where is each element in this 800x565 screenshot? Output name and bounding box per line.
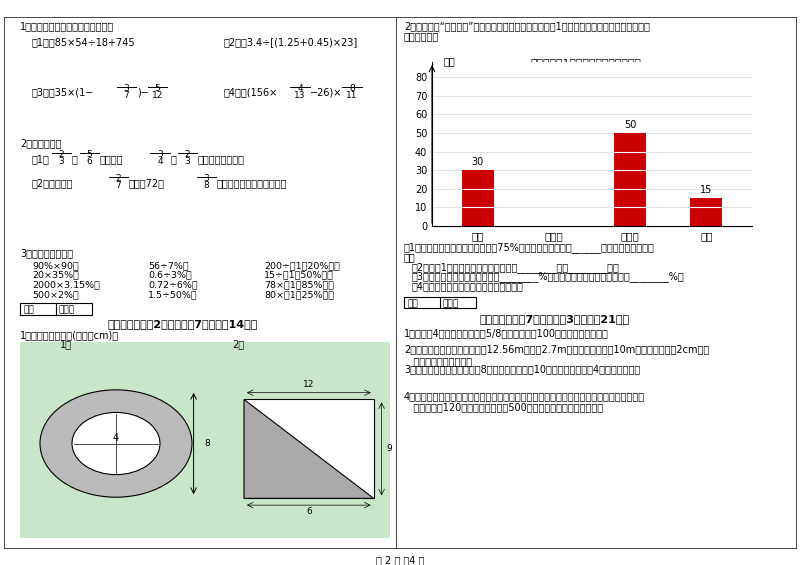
Text: 7: 7: [123, 91, 130, 100]
Text: 2．列式计算。: 2．列式计算。: [20, 138, 62, 149]
Text: 5: 5: [154, 84, 161, 93]
Text: 与: 与: [170, 154, 176, 164]
Text: 8: 8: [349, 84, 355, 93]
Text: 3．直接写出得数。: 3．直接写出得数。: [20, 249, 73, 259]
Text: 评卷人: 评卷人: [58, 305, 74, 314]
Circle shape: [40, 390, 192, 497]
Text: 7: 7: [115, 181, 122, 190]
Text: 数量: 数量: [443, 56, 455, 66]
Text: （3）闯红灯的行人数量是汽车的________%，闯红灯的汽车数量是电动车的________%。: （3）闯红灯的行人数量是汽车的________%，闯红灯的汽车数量是电动车的__…: [412, 271, 685, 282]
Text: 1．求阴影部分面积(单位：cm)。: 1．求阴影部分面积(单位：cm)。: [20, 330, 119, 340]
Text: 1．用递等式计算，能简算的简算。: 1．用递等式计算，能简算的简算。: [20, 21, 114, 32]
Text: 30: 30: [471, 157, 484, 167]
Text: 1.5÷50%＝: 1.5÷50%＝: [148, 290, 198, 299]
Text: 4: 4: [113, 433, 119, 443]
Text: 8: 8: [204, 439, 210, 448]
Text: 90%×90＝: 90%×90＝: [32, 261, 78, 270]
Text: 3: 3: [157, 150, 163, 159]
Text: （4）看了上面的统计图，你有什么想法？: （4）看了上面的统计图，你有什么想法？: [412, 281, 524, 291]
Text: )−: )−: [137, 88, 149, 98]
Text: （1）、85×54÷18+745: （1）、85×54÷18+745: [32, 37, 136, 47]
Text: 80×（1＋25%）＝: 80×（1＋25%）＝: [264, 290, 334, 299]
FancyBboxPatch shape: [20, 342, 390, 538]
Text: ，求这个数。（用方程解）: ，求这个数。（用方程解）: [217, 178, 287, 188]
Text: 2000×3.15%＝: 2000×3.15%＝: [32, 280, 100, 289]
Bar: [614, 133, 646, 226]
FancyBboxPatch shape: [20, 303, 92, 315]
Text: 3．一项工作任务，甲单独做8天完成，乙单独做10天完成，两人合作4天后还剩多少？: 3．一项工作任务，甲单独做8天完成，乙单独做10天完成，两人合作4天后还剩多少？: [404, 364, 640, 375]
Text: 15÷（1＋50%）＝: 15÷（1＋50%）＝: [264, 271, 334, 280]
Text: （2）在这1小时内，闯红灯的最多的是________，有________辆。: （2）在这1小时内，闯红灯的最多的是________，有________辆。: [412, 262, 620, 272]
Circle shape: [72, 412, 160, 475]
Text: 0.6÷3%＝: 0.6÷3%＝: [148, 271, 192, 280]
Text: 56÷7%＝: 56÷7%＝: [148, 261, 189, 270]
Text: 评卷人: 评卷人: [442, 299, 458, 308]
Text: 6: 6: [86, 157, 93, 166]
Text: 整。: 整。: [404, 252, 416, 262]
Text: 某十字路口1小时内闯红灯情况统计图: 某十字路口1小时内闯红灯情况统计图: [531, 58, 642, 68]
Text: 50: 50: [624, 120, 636, 130]
Text: 第 2 页 兲4 页: 第 2 页 兲4 页: [376, 555, 424, 565]
Text: 计图。如图：: 计图。如图：: [404, 31, 439, 41]
Text: 11: 11: [346, 91, 358, 100]
Text: 的和，商是多少？: 的和，商是多少？: [198, 154, 245, 164]
Text: 1．一堆沙4百吞，第一天运走5/8，第二天运走100吴，还剩下多少吱？: 1．一堆沙4百吞，第一天运走5/8，第二天运走100吴，还剩下多少吱？: [404, 328, 609, 338]
Text: 与: 与: [72, 154, 78, 164]
Text: 2: 2: [184, 150, 190, 159]
Text: 六、应用题（兲7小题，每题3分，共计21分）: 六、应用题（兲7小题，每题3分，共计21分）: [480, 314, 630, 324]
Text: 0.72÷6%＝: 0.72÷6%＝: [148, 280, 198, 289]
Polygon shape: [244, 399, 374, 498]
Text: 2．一个圆锥形沙堆底面周长是12.56m，高是2.7m，把这堆沙子铺在10m宽的公路上，铺2cm厚，
   能铺多少米长的公路？: 2．一个圆锥形沙堆底面周长是12.56m，高是2.7m，把这堆沙子铺在10m宽的…: [404, 345, 710, 366]
Text: 五、综合题（兲2小题，每题7分，共计14分）: 五、综合题（兲2小题，每题7分，共计14分）: [108, 319, 258, 329]
Text: 9: 9: [386, 445, 392, 453]
Text: 等于是72的: 等于是72的: [129, 178, 165, 188]
FancyBboxPatch shape: [244, 399, 374, 498]
Text: −26)×: −26)×: [310, 88, 342, 98]
Text: 20×35%＝: 20×35%＝: [32, 271, 79, 280]
Text: 2、: 2、: [232, 339, 244, 349]
Text: 得分: 得分: [24, 305, 34, 314]
Text: 2: 2: [58, 150, 65, 159]
Text: 2: 2: [115, 174, 122, 183]
Text: 3: 3: [58, 157, 65, 166]
Text: 4: 4: [157, 157, 163, 166]
Bar: [462, 170, 494, 226]
FancyBboxPatch shape: [404, 297, 476, 308]
Text: 得分: 得分: [408, 299, 418, 308]
Bar: [690, 198, 722, 226]
Text: 3: 3: [123, 84, 130, 93]
Text: （2）、3.4÷[(1.25+0.45)×23]: （2）、3.4÷[(1.25+0.45)×23]: [224, 37, 358, 47]
Text: 13: 13: [294, 91, 306, 100]
Text: 4: 4: [297, 84, 303, 93]
Text: 3: 3: [184, 157, 190, 166]
Text: （1）闯红灯的汽车数量是摩托车的75%，闯红灯的摩托车有______辆，将统计图补充完: （1）闯红灯的汽车数量是摩托车的75%，闯红灯的摩托车有______辆，将统计图…: [404, 242, 655, 253]
Text: 6: 6: [306, 507, 312, 516]
Text: 15: 15: [700, 185, 713, 195]
Text: 3: 3: [203, 174, 210, 183]
Text: 2．为了创建“文明城市”，交通部门在某个十字路口统计1个小时内闯红灯的情况，制成了统: 2．为了创建“文明城市”，交通部门在某个十字路口统计1个小时内闯红灯的情况，制成…: [404, 21, 650, 32]
Text: 8: 8: [203, 181, 210, 190]
Text: （1）: （1）: [32, 154, 50, 164]
Text: 1、: 1、: [60, 339, 72, 349]
Text: 12: 12: [303, 380, 314, 389]
Text: 的和除以: 的和除以: [100, 154, 123, 164]
Text: 2011年6月: 2011年6月: [670, 68, 714, 78]
Text: 78×（1－85%）＝: 78×（1－85%）＝: [264, 280, 334, 289]
Text: 5: 5: [86, 150, 93, 159]
Text: 12: 12: [152, 91, 163, 100]
Text: （4）、(156×: （4）、(156×: [224, 88, 278, 98]
Text: （3）、35×(1−: （3）、35×(1−: [32, 88, 94, 98]
Text: 200÷（1－20%）＝: 200÷（1－20%）＝: [264, 261, 340, 270]
Text: 500×2%＝: 500×2%＝: [32, 290, 78, 299]
Text: （2）一个数的: （2）一个数的: [32, 178, 74, 188]
Text: 4．春节商场购物狂欢，所有羽绒服一律八折销售，李阿姨想买一件羽绒服，导购员告诉她现
   在实能便宜120元，请问李阿姨带500元，够吗？请说出你的理由。: 4．春节商场购物狂欢，所有羽绒服一律八折销售，李阿姨想买一件羽绒服，导购员告诉她…: [404, 391, 645, 412]
